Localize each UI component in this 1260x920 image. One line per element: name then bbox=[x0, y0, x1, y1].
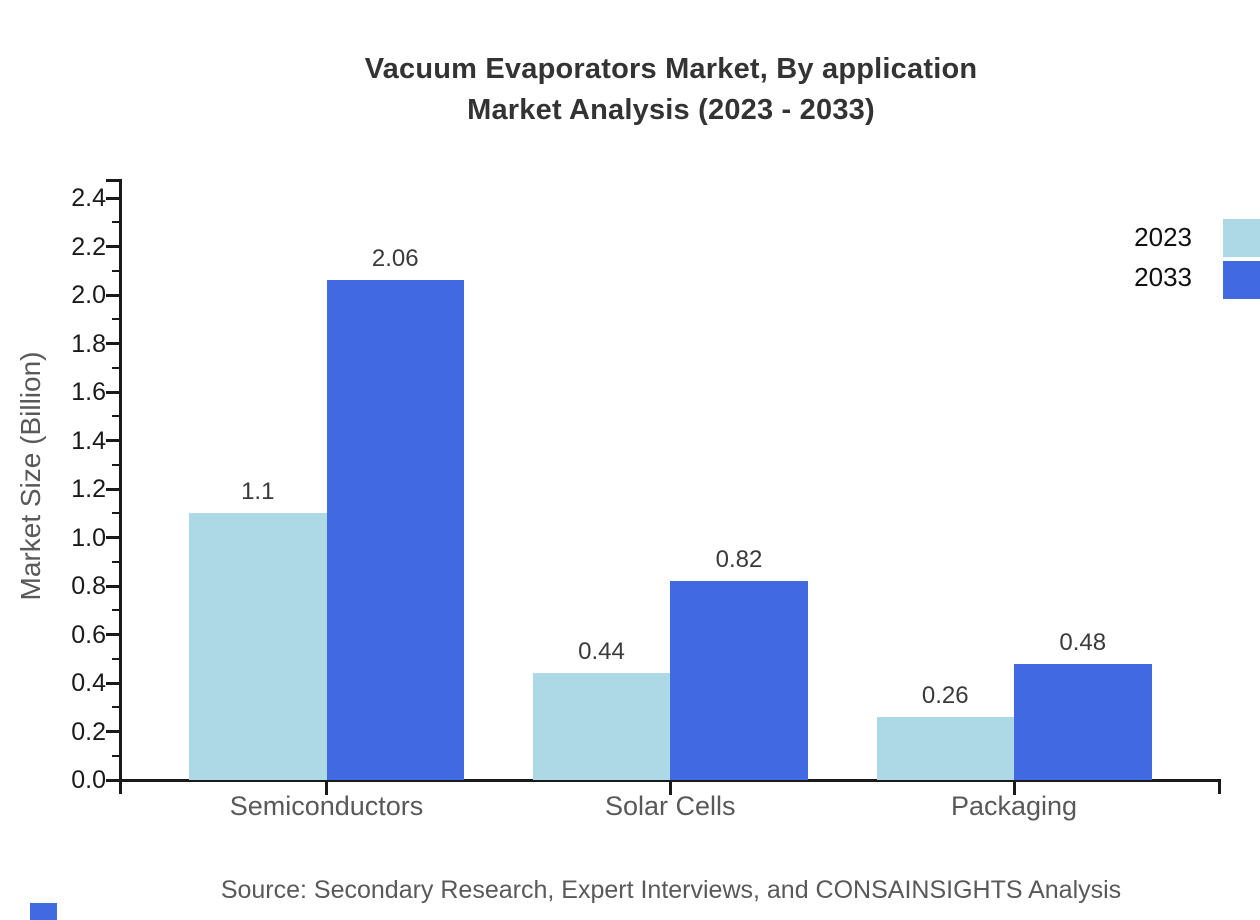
y-major-tick bbox=[106, 536, 119, 539]
y-minor-tick bbox=[112, 318, 119, 321]
y-major-tick bbox=[106, 390, 119, 394]
y-axis-end-tick bbox=[106, 179, 122, 182]
bar-2033-Packaging bbox=[1014, 663, 1152, 780]
legend-label-2033: 2033 bbox=[1134, 262, 1192, 292]
legend-swatch-2023 bbox=[1223, 219, 1260, 257]
y-tick-label: 1.8 bbox=[71, 329, 106, 358]
y-tick-label: 2.4 bbox=[71, 184, 106, 212]
y-tick-label: 2.0 bbox=[71, 281, 106, 309]
y-tick-label: 1.0 bbox=[71, 523, 106, 552]
y-major-tick bbox=[106, 293, 119, 297]
y-tick-label: 0.2 bbox=[71, 717, 106, 746]
x-category-tick bbox=[1012, 782, 1016, 795]
y-minor-tick bbox=[112, 415, 119, 418]
y-minor-tick bbox=[112, 221, 119, 224]
x-category-tick bbox=[325, 782, 328, 795]
source-note: Source: Secondary Research, Expert Inter… bbox=[220, 876, 1122, 904]
legend-swatch-2033 bbox=[1223, 261, 1260, 299]
y-major-tick bbox=[106, 681, 119, 685]
y-major-tick bbox=[106, 439, 119, 442]
bar-value-label: 0.82 bbox=[715, 546, 763, 574]
y-major-tick bbox=[106, 730, 119, 733]
y-minor-tick bbox=[112, 657, 119, 660]
x-category-label: Packaging bbox=[950, 791, 1078, 821]
x-axis-end-tick bbox=[1218, 779, 1221, 794]
bar-2033-Solar Cells bbox=[670, 581, 808, 780]
bar-2033-Semiconductors bbox=[326, 280, 464, 780]
y-minor-tick bbox=[112, 366, 119, 369]
bar-value-label: 0.48 bbox=[1059, 628, 1107, 656]
y-minor-tick bbox=[112, 463, 119, 466]
y-axis-line bbox=[119, 179, 122, 782]
y-major-tick bbox=[106, 342, 119, 345]
y-minor-tick bbox=[112, 706, 119, 709]
y-minor-tick bbox=[112, 609, 119, 612]
bar-2023-Semiconductors bbox=[189, 513, 327, 780]
y-minor-tick bbox=[112, 512, 119, 515]
y-minor-tick bbox=[112, 754, 119, 757]
y-tick-label: 0.8 bbox=[71, 572, 106, 600]
y-tick-label: 0.4 bbox=[71, 669, 106, 697]
chart-title: Vacuum Evaporators Market, By applicatio… bbox=[120, 49, 1222, 131]
y-tick-label: 1.2 bbox=[71, 475, 106, 503]
bar-value-label: 0.44 bbox=[578, 638, 625, 666]
y-major-tick bbox=[106, 633, 119, 636]
bar-2023-Packaging bbox=[876, 716, 1014, 780]
y-minor-tick bbox=[112, 269, 119, 272]
x-axis-start-tick bbox=[119, 779, 122, 794]
y-tick-label: 0.6 bbox=[71, 620, 106, 649]
x-category-label: Semiconductors bbox=[229, 791, 424, 821]
y-tick-label: 1.6 bbox=[71, 378, 106, 406]
y-major-tick bbox=[106, 487, 119, 491]
bar-value-label: 2.06 bbox=[371, 245, 419, 273]
y-tick-label: 0.0 bbox=[71, 766, 106, 794]
y-major-tick bbox=[106, 245, 119, 248]
legend-label-2023: 2023 bbox=[1134, 222, 1192, 252]
bar-2023-Solar Cells bbox=[532, 673, 671, 780]
bar-value-label: 0.26 bbox=[921, 681, 969, 709]
x-axis-line bbox=[119, 779, 1221, 782]
bar-value-label: 1.1 bbox=[241, 478, 275, 506]
y-minor-tick bbox=[112, 560, 119, 563]
y-major-tick bbox=[106, 778, 119, 782]
x-category-tick bbox=[668, 782, 672, 795]
chart-title-line2: Market Analysis (2023 - 2033) bbox=[467, 94, 875, 126]
y-major-tick bbox=[106, 584, 119, 588]
y-major-tick bbox=[106, 196, 119, 200]
y-tick-label: 2.2 bbox=[71, 232, 106, 261]
brand-mark bbox=[30, 903, 57, 920]
y-tick-label: 1.4 bbox=[71, 426, 106, 455]
chart-title-line1: Vacuum Evaporators Market, By applicatio… bbox=[364, 53, 978, 85]
x-category-label: Solar Cells bbox=[604, 791, 736, 821]
